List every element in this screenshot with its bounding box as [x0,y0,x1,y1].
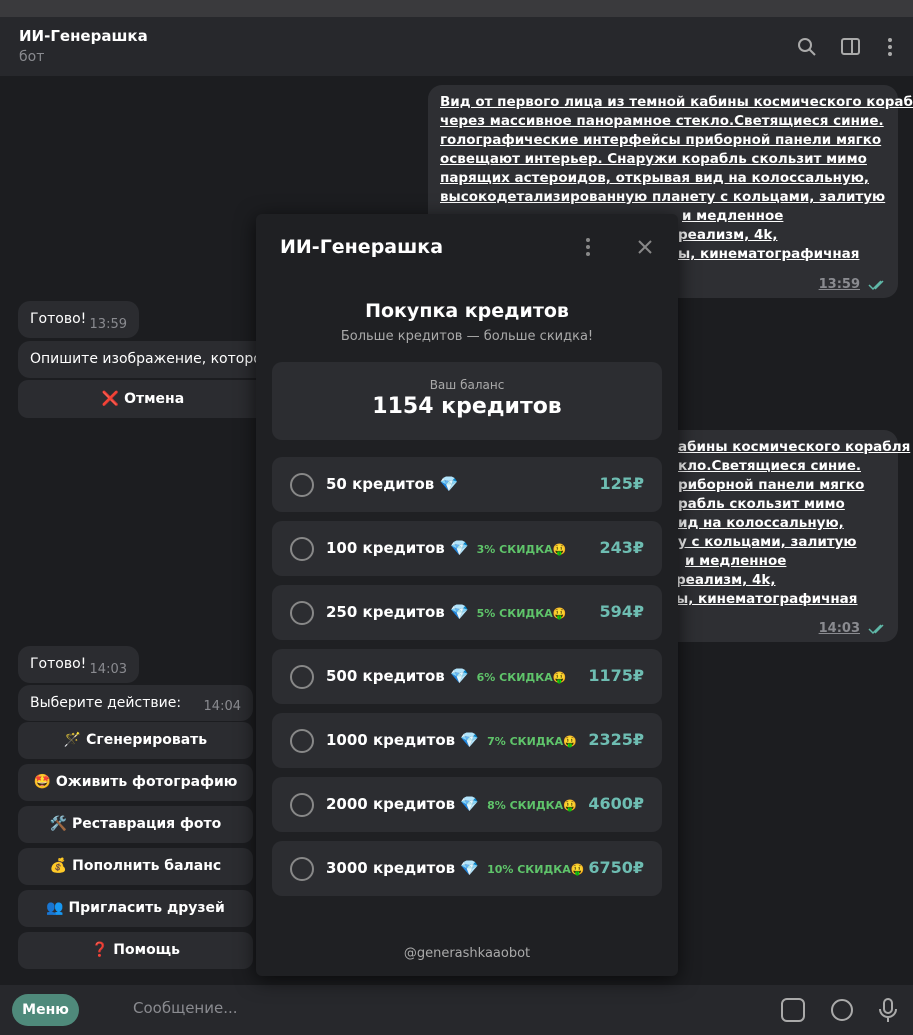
message-line: риборной панели мягко [678,477,865,493]
header-icons[interactable] [790,35,902,59]
inline-button[interactable]: ❌ Отмена [18,380,268,418]
keyboard-button[interactable]: 🪄 Сгенерировать [18,722,253,759]
option-label: 2000 кредитов 💎 [326,795,480,813]
message-time: 13:59 [89,317,127,332]
message-text: Опишите изображение, которое [30,351,271,367]
message-line: ы, кинематографичная [676,591,858,607]
radio [290,601,314,625]
input-icons[interactable] [780,997,900,1023]
message-line: ы, кинематографичная [678,246,860,262]
message-line: голографические интерфейсы приборной пан… [440,132,882,148]
incoming-message: Опишите изображение, которое [18,341,271,378]
option-card[interactable]: 2000 кредитов 💎 8% СКИДКА🤑 4600₽ [272,777,662,832]
message-line: и медленное [685,553,787,569]
keyboard-button[interactable]: 🤩 Оживить фотографию [18,764,253,801]
window-bar [0,0,913,17]
radio [290,665,314,689]
radio [290,473,314,497]
radio [290,857,314,881]
incoming-message: Выберите действие: 14:04 [18,685,253,721]
keyboard-button[interactable]: 👥 Пригласить друзей [18,890,253,927]
app-title: ИИ-Генерашка [280,236,444,258]
keyboard-button[interactable]: 🛠️ Реставрация фото [18,806,253,843]
message-line: освещают интерьер. Снаружи корабль сколь… [440,151,867,167]
balance-label: Ваш баланс [429,378,505,392]
message-line: через массивное панорамное стекло.Светящ… [440,113,884,129]
chat-subtitle: бот [19,49,45,65]
message-line: рабль скользит мимо [678,496,845,512]
message-text: Готово! [30,311,87,327]
price: 125₽ [599,474,644,493]
message-line: абины космического корабля [678,439,911,455]
option-card[interactable]: 50 кредитов 💎 125₽ [272,457,662,512]
message-line: высокодетализированную планету с кольцам… [440,189,886,205]
chat-title: ИИ-Генерашка [19,27,148,45]
price: 4600₽ [588,794,644,813]
input-bar: Меню Сообщение... [0,985,913,1035]
price: 6750₽ [588,858,644,877]
message-time: 14:03 [818,621,860,636]
message-time: 14:04 [203,699,241,714]
read-checks [868,624,884,635]
read-checks [868,280,884,291]
message-line: реализм, 4k, [678,227,778,243]
message-line: у с кольцами, залитую [678,534,857,550]
menu-button[interactable]: Меню [12,994,79,1026]
option-card[interactable]: 250 кредитов 💎 5% СКИДКА🤑 594₽ [272,585,662,640]
option-label: 500 кредитов 💎 [326,667,469,685]
price: 2325₽ [588,730,644,749]
discount: 10% СКИДКА🤑 [487,863,585,876]
option-card[interactable]: 1000 кредитов 💎 7% СКИДКА🤑 2325₽ [272,713,662,768]
incoming-message: Готово! 13:59 [18,301,139,338]
option-card[interactable]: 100 кредитов 💎 3% СКИДКА🤑 243₽ [272,521,662,576]
keyboard-button[interactable]: 💰 Пополнить баланс [18,848,253,885]
app-controls[interactable] [578,236,658,260]
option-label: 250 кредитов 💎 [326,603,469,621]
radio [290,537,314,561]
discount: 6% СКИДКА🤑 [476,671,567,684]
message-text: Выберите действие: [30,695,182,711]
message-line: Вид от первого лица из темной кабины кос… [440,94,913,110]
price: 243₽ [599,538,644,557]
discount: 8% СКИДКА🤑 [487,799,577,812]
option-label: 50 кредитов 💎 [326,475,459,493]
message-time: 13:59 [818,277,860,292]
message-line: кло.Светящиеся синие. [678,458,861,474]
radio [290,793,314,817]
price: 594₽ [599,602,644,621]
incoming-message: Готово! 14:03 [18,646,139,683]
option-label: 100 кредитов 💎 [326,539,469,557]
radio [290,729,314,753]
option-label: 3000 кредитов 💎 [326,859,480,877]
heading: Покупка кредитов [365,300,569,322]
message-input[interactable]: Сообщение... [133,999,238,1017]
message-line: ид на колоссальную, [678,515,844,531]
message-time: 14:03 [89,662,127,677]
message-line: реализм, 4k, [676,572,776,588]
discount: 3% СКИДКА🤑 [476,543,567,556]
balance: 1154 кредитов [372,394,562,419]
keyboard-button[interactable]: ❓ Помощь [18,932,253,969]
balance-card: Ваш баланс 1154 кредитов [272,362,662,440]
subheading: Больше кредитов — больше скидка! [340,329,594,344]
message-line: парящих астероидов, открывая вид на коло… [440,170,870,186]
option-label: 1000 кредитов 💎 [326,731,480,749]
price: 1175₽ [588,666,644,685]
message-line: и медленное [682,208,784,224]
option-card[interactable]: 500 кредитов 💎 6% СКИДКА🤑 1175₽ [272,649,662,704]
discount: 5% СКИДКА🤑 [476,607,567,620]
option-card[interactable]: 3000 кредитов 💎 10% СКИДКА🤑 6750₽ [272,841,662,896]
message-text: Готово! [30,656,87,672]
chat-header: ИИ-Генерашка бот [0,17,913,76]
discount: 7% СКИДКА🤑 [487,735,577,748]
footer: @generashkaaobot [403,946,531,961]
